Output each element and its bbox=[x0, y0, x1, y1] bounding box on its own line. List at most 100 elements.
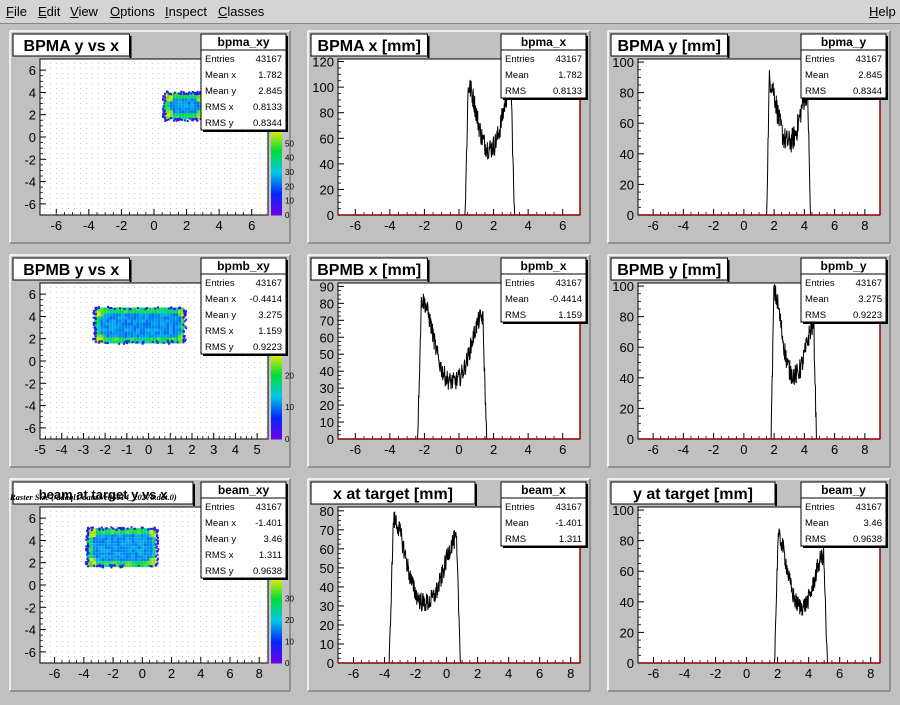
dot bbox=[248, 193, 249, 194]
dot bbox=[170, 407, 171, 408]
dot bbox=[116, 521, 117, 522]
dot bbox=[182, 63, 183, 64]
dot bbox=[242, 387, 243, 388]
dot bbox=[92, 128, 93, 129]
dot bbox=[266, 621, 267, 622]
dot bbox=[104, 83, 105, 84]
heatmap-cell bbox=[170, 117, 172, 119]
dot bbox=[170, 432, 171, 433]
dot bbox=[146, 292, 147, 293]
dot bbox=[170, 68, 171, 69]
dot bbox=[236, 367, 237, 368]
dot bbox=[170, 163, 171, 164]
heatmap-cell bbox=[194, 113, 197, 116]
dot bbox=[236, 636, 237, 637]
dot bbox=[170, 158, 171, 159]
dot bbox=[182, 626, 183, 627]
dot bbox=[92, 616, 93, 617]
dot bbox=[92, 342, 93, 343]
dot bbox=[116, 636, 117, 637]
y-tick-label: 60 bbox=[320, 330, 334, 345]
y-tick-label: 60 bbox=[320, 131, 334, 146]
dot bbox=[212, 646, 213, 647]
dot bbox=[176, 193, 177, 194]
dot bbox=[98, 178, 99, 179]
dot bbox=[50, 93, 51, 94]
heatmap-cell bbox=[136, 314, 139, 317]
x-tick-label: 0 bbox=[139, 666, 146, 681]
heatmap-cell bbox=[115, 332, 118, 335]
dot bbox=[182, 387, 183, 388]
dot bbox=[128, 427, 129, 428]
dot bbox=[62, 362, 63, 363]
dot bbox=[182, 531, 183, 532]
dot bbox=[194, 571, 195, 572]
dot bbox=[236, 168, 237, 169]
dot bbox=[158, 636, 159, 637]
dot bbox=[134, 297, 135, 298]
dot bbox=[218, 581, 219, 582]
menu-file[interactable]: File bbox=[6, 4, 27, 19]
dot bbox=[74, 521, 75, 522]
dot bbox=[200, 168, 201, 169]
heatmap-cell bbox=[95, 335, 97, 337]
menu-edit[interactable]: Edit bbox=[38, 4, 60, 19]
dot bbox=[86, 63, 87, 64]
dot bbox=[254, 203, 255, 204]
dot bbox=[116, 168, 117, 169]
dot bbox=[236, 591, 237, 592]
dot bbox=[80, 556, 81, 557]
dot bbox=[50, 128, 51, 129]
dot bbox=[248, 651, 249, 652]
dot bbox=[50, 387, 51, 388]
dot bbox=[170, 656, 171, 657]
dot bbox=[134, 113, 135, 114]
dot bbox=[146, 73, 147, 74]
menu-options[interactable]: Options bbox=[110, 4, 155, 19]
menu-inspect[interactable]: Inspect bbox=[165, 4, 207, 19]
heatmap-cell bbox=[197, 98, 200, 101]
dot bbox=[176, 596, 177, 597]
heatmap-cell bbox=[97, 317, 100, 320]
heatmap-cell bbox=[139, 308, 142, 311]
menu-help[interactable]: Help bbox=[869, 4, 896, 19]
dot bbox=[110, 417, 111, 418]
dot bbox=[62, 352, 63, 353]
dot bbox=[104, 352, 105, 353]
heatmap-cell bbox=[97, 338, 100, 341]
menu-classes[interactable]: Classes bbox=[218, 4, 264, 19]
dot bbox=[74, 213, 75, 214]
dot bbox=[188, 412, 189, 413]
dot bbox=[236, 183, 237, 184]
dot bbox=[92, 93, 93, 94]
dot bbox=[116, 437, 117, 438]
dot bbox=[164, 581, 165, 582]
dot bbox=[194, 586, 195, 587]
dot bbox=[104, 208, 105, 209]
heatmap-cell bbox=[130, 320, 133, 323]
dot bbox=[164, 88, 165, 89]
dot bbox=[56, 327, 57, 328]
dot bbox=[254, 417, 255, 418]
dot bbox=[218, 133, 219, 134]
menu-view[interactable]: View bbox=[70, 4, 98, 19]
heatmap-cell bbox=[124, 323, 127, 326]
stats-value: 43167 bbox=[556, 54, 582, 65]
dot bbox=[158, 163, 159, 164]
dot bbox=[44, 322, 45, 323]
dot bbox=[44, 208, 45, 209]
dot bbox=[122, 118, 123, 119]
dot bbox=[86, 108, 87, 109]
heatmap-cell bbox=[109, 311, 112, 314]
heatmap-cell bbox=[139, 332, 142, 335]
dot bbox=[176, 432, 177, 433]
